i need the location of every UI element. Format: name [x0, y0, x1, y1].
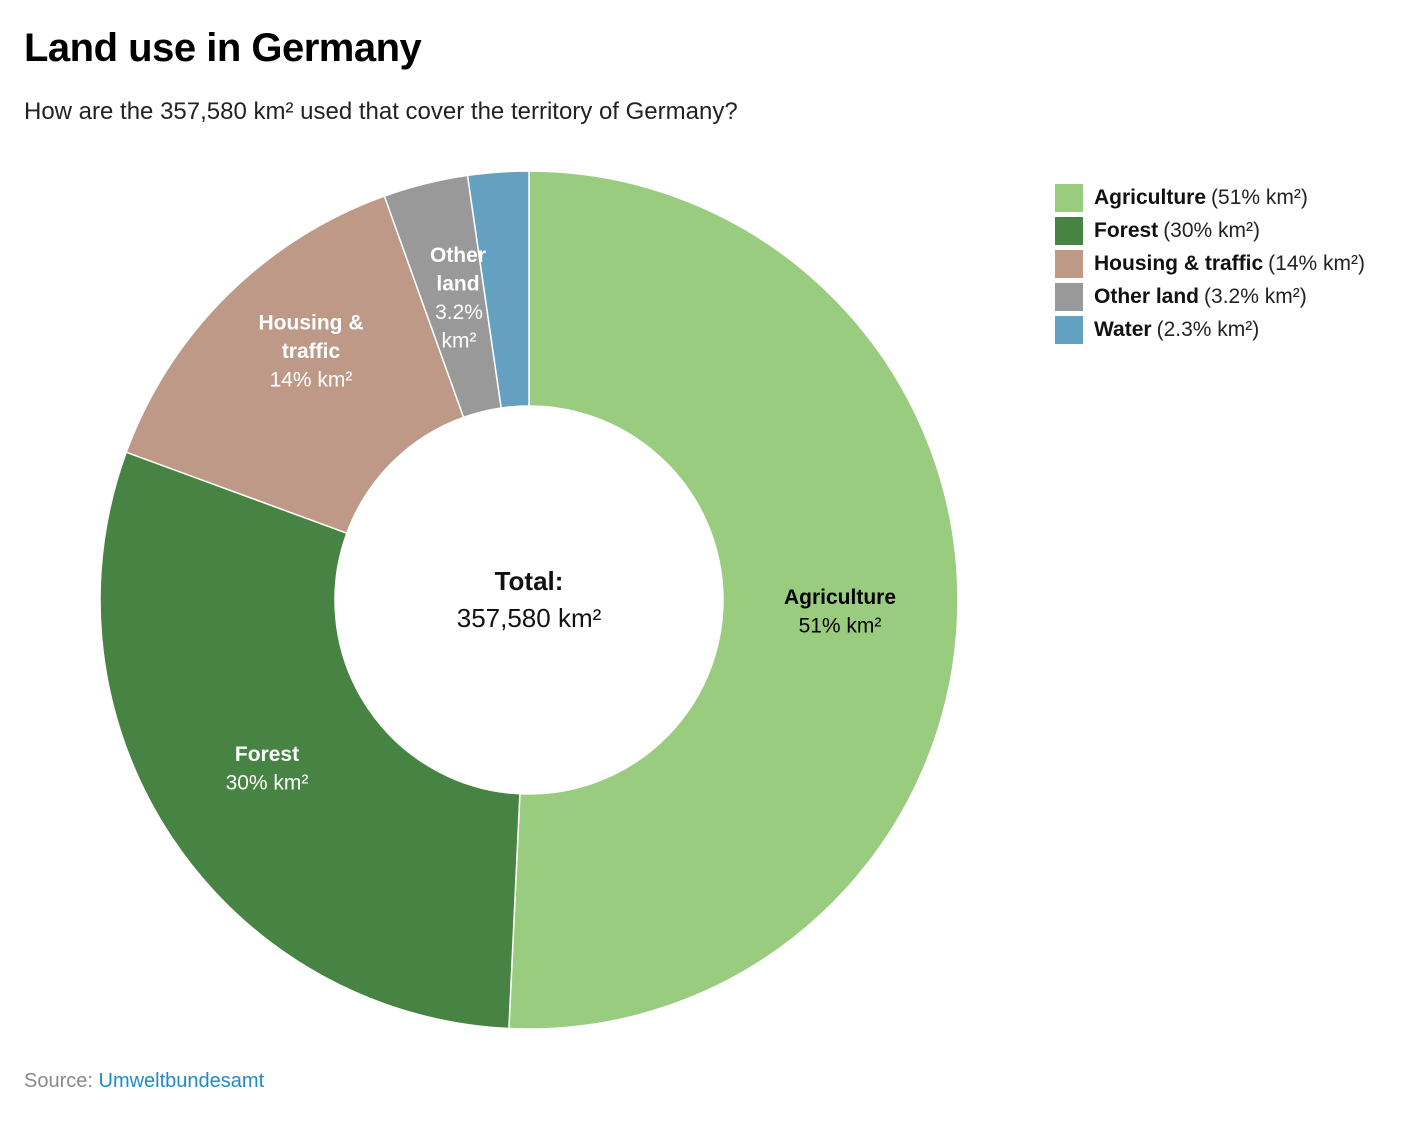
legend-label: Other land [1094, 284, 1200, 308]
source-line: Source: Umweltbundesamt [24, 1070, 264, 1093]
legend-item-water[interactable]: Water (2.3% km²) [1055, 313, 1365, 346]
legend-swatch [1055, 282, 1083, 311]
legend-item-housing-traffic[interactable]: Housing & traffic (14% km²) [1055, 247, 1365, 280]
legend-item-agriculture[interactable]: Agriculture (51% km²) [1055, 181, 1365, 214]
legend-swatch [1055, 216, 1083, 245]
slice-label-agriculture: Agriculture 51% km² [784, 586, 896, 638]
legend-label: Agriculture [1094, 185, 1207, 209]
center-total-value: 357,580 km² [457, 603, 602, 633]
legend-label: Water [1094, 317, 1152, 341]
legend-label: Forest [1094, 218, 1159, 242]
chart-title: Land use in Germany [24, 26, 422, 70]
legend-value: (30% km²) [1163, 218, 1261, 242]
slice-label-other-land: Other land 3.2% km² [430, 244, 486, 353]
center-total-label: Total: [495, 566, 564, 596]
legend-swatch [1055, 183, 1083, 212]
legend-item-other-land[interactable]: Other land (3.2% km²) [1055, 280, 1365, 313]
donut-chart: Agriculture 51% km² Forest 30% km² Housing &… [99, 170, 959, 1030]
chart-subtitle: How are the 357,580 km² used that cover … [24, 98, 738, 125]
slice-water[interactable] [466, 170, 530, 409]
legend-value: (51% km²) [1211, 185, 1308, 209]
source-label: Source: [24, 1070, 93, 1092]
legend-value: (14% km²) [1268, 251, 1366, 275]
legend-value: (3.2% km²) [1204, 284, 1307, 308]
slice-housing-traffic[interactable] [125, 195, 465, 535]
slice-forest[interactable] [99, 451, 521, 1030]
chart-legend: Agriculture (51% km²) Forest (30% km²) Housi… [1055, 181, 1365, 346]
source-link[interactable]: Umweltbundesamt [98, 1070, 265, 1092]
legend-value: (2.3% km²) [1156, 317, 1260, 341]
slice-agriculture[interactable] [508, 170, 959, 1030]
legend-swatch [1055, 249, 1083, 278]
slice-label-housing-traffic: Housing & traffic 14% km² [259, 312, 364, 392]
legend-item-forest[interactable]: Forest (30% km²) [1055, 214, 1365, 247]
legend-swatch [1055, 315, 1083, 344]
legend-label: Housing & traffic [1094, 251, 1264, 275]
slice-label-forest: Forest 30% km² [226, 743, 309, 795]
